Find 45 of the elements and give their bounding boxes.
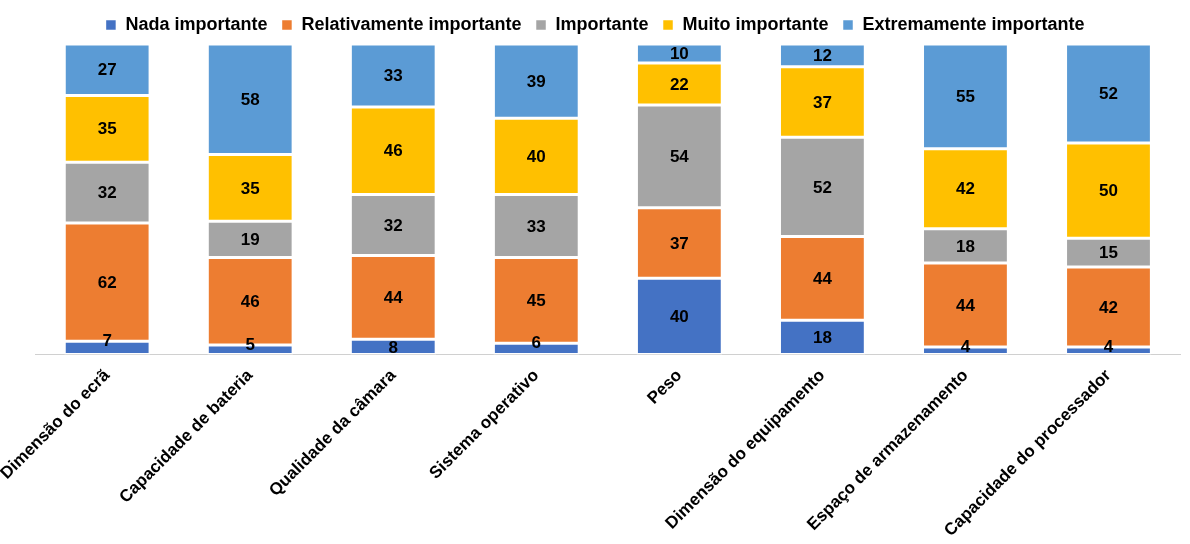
data-label: 50: [1099, 181, 1118, 201]
data-label: 19: [240, 229, 260, 249]
data-label: 37: [669, 233, 689, 253]
legend-label: Extremamente importante: [862, 13, 1085, 34]
data-label: 55: [955, 87, 975, 107]
data-label: 35: [97, 119, 117, 139]
data-label: 46: [240, 291, 260, 311]
data-label: 4: [960, 336, 971, 356]
data-label: 22: [669, 74, 689, 94]
data-label: 32: [97, 183, 117, 203]
data-label: 5: [245, 334, 255, 354]
data-label: 39: [526, 71, 546, 91]
data-label: 45: [526, 290, 546, 310]
data-label: 44: [383, 288, 404, 308]
legend-label: Nada importante: [125, 13, 268, 34]
data-label: 12: [812, 46, 832, 66]
data-label: 42: [955, 179, 975, 199]
legend-label: Relativamente importante: [301, 13, 522, 34]
data-label: 15: [1099, 243, 1118, 263]
data-label: 7: [102, 330, 112, 350]
data-label: 44: [812, 269, 833, 289]
data-label: 35: [240, 178, 260, 198]
data-label: 4: [1103, 336, 1114, 356]
data-label: 6: [531, 332, 542, 352]
data-label: 54: [669, 147, 690, 167]
data-label: 42: [1099, 297, 1118, 317]
data-label: 40: [669, 307, 689, 327]
data-label: 32: [383, 215, 403, 235]
data-label: 52: [1099, 84, 1118, 104]
data-label: 40: [526, 147, 546, 167]
legend-label: Muito importante: [682, 13, 829, 34]
data-label: 52: [812, 177, 832, 197]
data-label: 58: [240, 89, 260, 109]
data-label: 33: [383, 66, 403, 86]
data-label: 27: [97, 60, 117, 80]
data-label: 46: [383, 141, 403, 161]
data-label: 62: [97, 272, 117, 292]
data-label: 10: [669, 44, 689, 64]
data-label: 44: [955, 295, 976, 315]
data-label: 18: [812, 328, 832, 348]
data-label: 8: [388, 337, 398, 357]
legend-label: Importante: [555, 13, 649, 34]
data-label: 33: [526, 216, 546, 236]
data-label: 37: [812, 92, 832, 112]
data-label: 18: [955, 236, 975, 256]
